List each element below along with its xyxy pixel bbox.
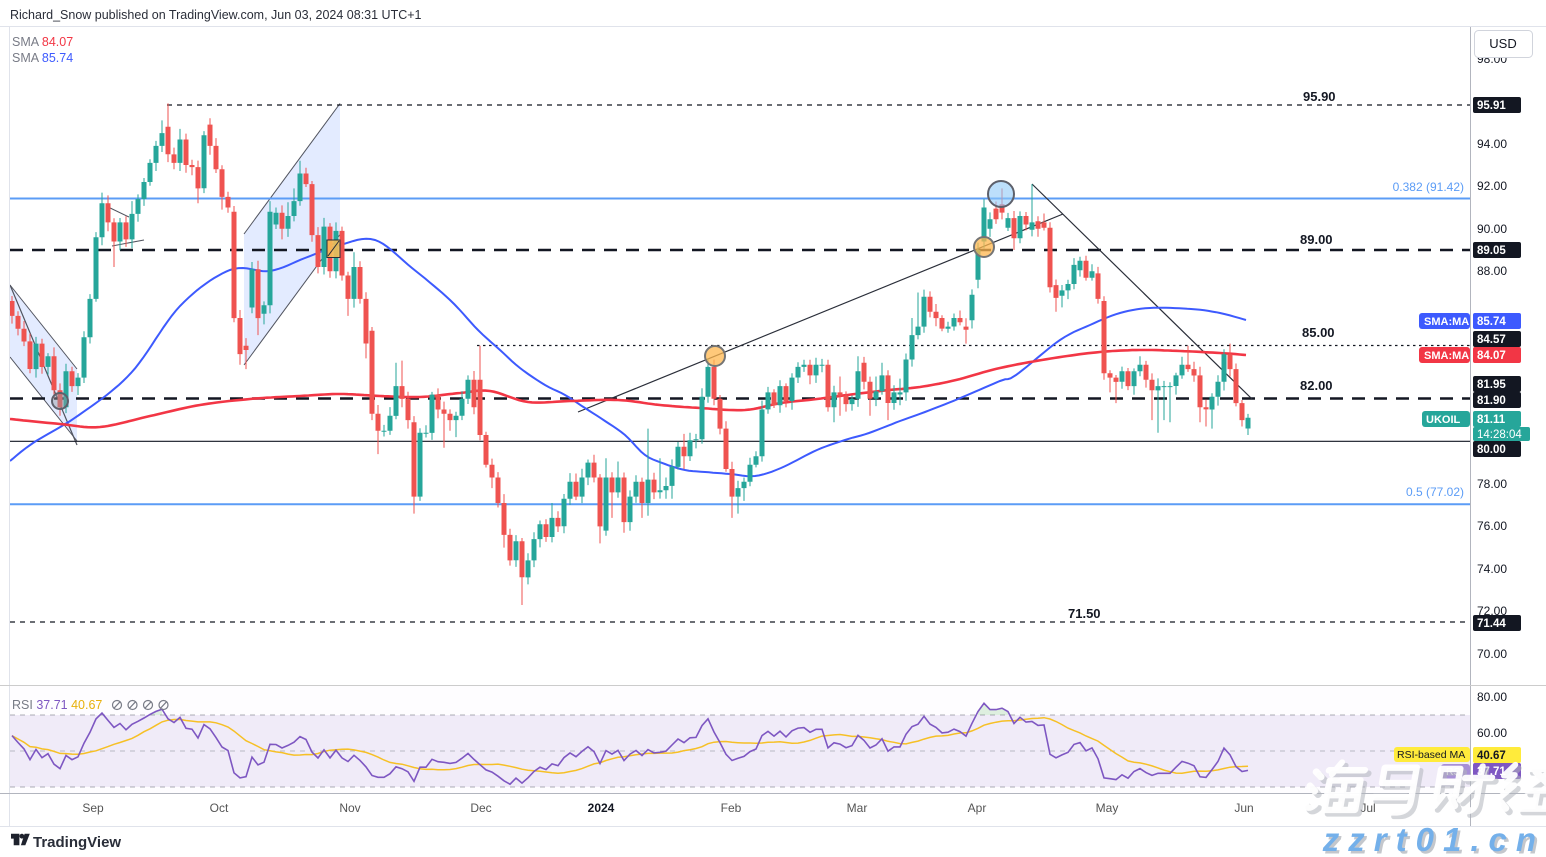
svg-text:May: May (1096, 801, 1119, 815)
svg-text:40.67: 40.67 (1477, 750, 1506, 762)
svg-text:0.382 (91.42): 0.382 (91.42) (1393, 180, 1464, 194)
svg-text:74.00: 74.00 (1477, 562, 1507, 576)
svg-text:0.5 (77.02): 0.5 (77.02) (1406, 485, 1464, 499)
svg-text:80.00: 80.00 (1477, 690, 1507, 704)
svg-text:71.44: 71.44 (1477, 618, 1506, 630)
svg-text:84.07: 84.07 (1477, 350, 1506, 362)
svg-text:85.74: 85.74 (1477, 316, 1506, 328)
svg-text:Nov: Nov (339, 801, 360, 815)
svg-text:90.00: 90.00 (1477, 222, 1507, 236)
svg-text:Oct: Oct (210, 801, 229, 815)
svg-text:Apr: Apr (968, 801, 987, 815)
svg-text:RSI 37.71 40.67: RSI 37.71 40.67 (12, 698, 102, 712)
svg-text:84.57: 84.57 (1477, 334, 1506, 346)
svg-text:80.00: 80.00 (1477, 444, 1506, 456)
svg-text:Jul: Jul (1360, 801, 1375, 815)
svg-text:82.00: 82.00 (1300, 378, 1333, 393)
svg-text:70.00: 70.00 (1477, 647, 1507, 661)
svg-text:81.11: 81.11 (1477, 414, 1506, 426)
svg-text:89.00: 89.00 (1300, 232, 1333, 247)
svg-text:UKOIL: UKOIL (1426, 414, 1461, 426)
svg-text:95.91: 95.91 (1477, 100, 1506, 112)
svg-text:zzrt01.cn: zzrt01.cn (1324, 824, 1546, 857)
svg-text:81.90: 81.90 (1477, 395, 1506, 407)
svg-text:RSI-based MA: RSI-based MA (1397, 749, 1465, 761)
svg-text:SMA 85.74: SMA 85.74 (12, 51, 73, 65)
svg-text:89.05: 89.05 (1477, 245, 1506, 257)
svg-text:71.50: 71.50 (1068, 606, 1101, 621)
svg-text:92.00: 92.00 (1477, 179, 1507, 193)
svg-text:Jun: Jun (1234, 801, 1253, 815)
svg-text:72.00: 72.00 (1477, 604, 1507, 618)
svg-text:95.90: 95.90 (1303, 89, 1336, 104)
svg-text:88.00: 88.00 (1477, 264, 1507, 278)
svg-text:78.00: 78.00 (1477, 477, 1507, 491)
svg-text:TradingView: TradingView (33, 834, 121, 851)
svg-text:14:28:04: 14:28:04 (1477, 429, 1522, 441)
svg-text:Dec: Dec (470, 801, 491, 815)
svg-text:81.95: 81.95 (1477, 379, 1506, 391)
svg-text:76.00: 76.00 (1477, 519, 1507, 533)
svg-text:Feb: Feb (721, 801, 742, 815)
svg-text:USD: USD (1489, 36, 1516, 51)
svg-text:SMA 84.07: SMA 84.07 (12, 35, 73, 49)
svg-text:zzrt01.cn: zzrt01.cn (1322, 821, 1545, 857)
svg-text:Richard_Snow published on Trad: Richard_Snow published on TradingView.co… (10, 8, 422, 22)
svg-text:2024: 2024 (588, 801, 615, 815)
svg-text:85.00: 85.00 (1302, 325, 1335, 340)
svg-text:Sep: Sep (82, 801, 104, 815)
svg-text:Mar: Mar (847, 801, 868, 815)
svg-text:60.00: 60.00 (1477, 726, 1507, 740)
svg-text:SMA:MA: SMA:MA (1424, 316, 1469, 328)
svg-text:SMA:MA: SMA:MA (1424, 350, 1469, 362)
svg-text:94.00: 94.00 (1477, 137, 1507, 151)
